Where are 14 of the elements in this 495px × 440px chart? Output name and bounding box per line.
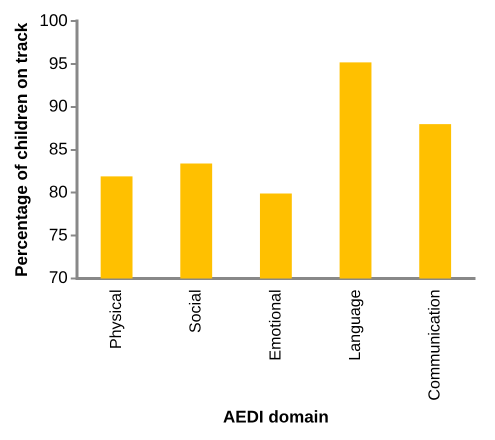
x-tick-label: Communication xyxy=(426,289,444,401)
y-tick-label: 85 xyxy=(48,140,68,159)
x-tick-label: Emotional xyxy=(267,289,284,361)
y-tick-label: 80 xyxy=(48,182,68,202)
x-tick-label: Language xyxy=(346,289,364,361)
y-tick-label: 75 xyxy=(48,225,68,244)
y-tick-label: 100 xyxy=(39,10,68,30)
x-axis-title: AEDI domain xyxy=(222,407,329,426)
x-tick-label: Social xyxy=(188,289,205,334)
y-tick-label: 90 xyxy=(48,96,68,116)
y-tick-label: 70 xyxy=(48,268,68,288)
x-tick-label: Physical xyxy=(108,289,125,350)
y-axis-title: Percentage of children on track xyxy=(12,22,31,277)
y-tick-label: 95 xyxy=(48,54,68,73)
